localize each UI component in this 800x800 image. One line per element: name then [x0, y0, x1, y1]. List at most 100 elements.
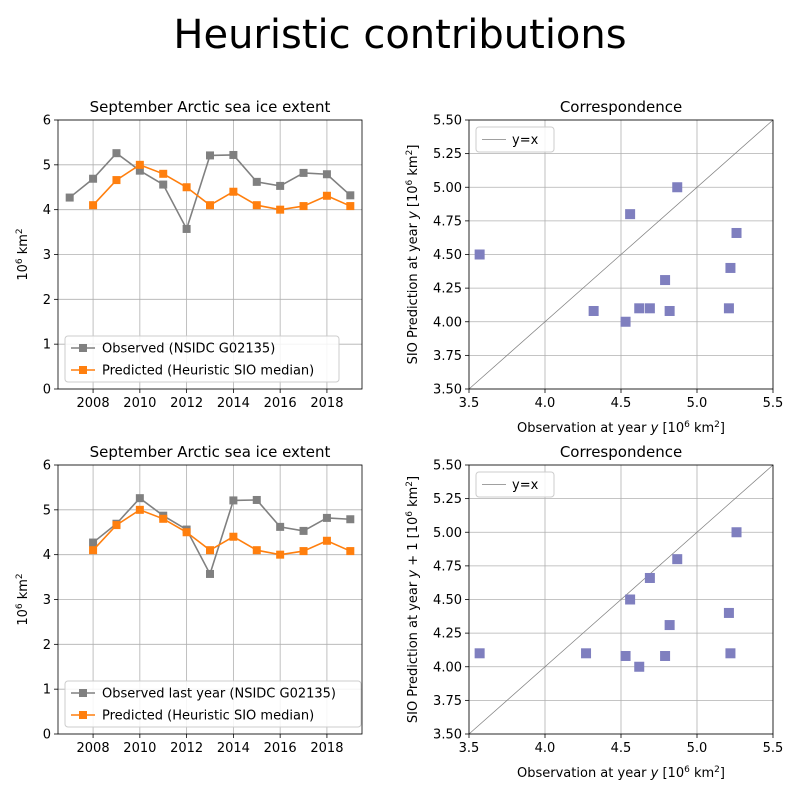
y-tick-label: 4: [43, 548, 51, 563]
series-1-point: [229, 187, 238, 196]
reference-line: [468, 464, 774, 735]
chart-title: Correspondence: [560, 98, 682, 116]
series-0-point: [206, 569, 214, 578]
series-1-point: [182, 528, 191, 537]
series-0-point: [252, 495, 261, 504]
series-1-point: [112, 176, 121, 185]
scatter-point: [474, 249, 485, 260]
series-1-point: [206, 201, 214, 210]
series-1-point: [206, 546, 214, 555]
x-tick-label: 2008: [77, 741, 110, 756]
legend-marker-1: [79, 366, 87, 374]
y-tick-label: 4.25: [433, 282, 462, 297]
x-tick-label: 5.0: [687, 741, 708, 756]
scatter-point: [723, 303, 734, 314]
plot-frame: [57, 119, 363, 390]
series-1-point: [299, 202, 308, 211]
series-0-point: [276, 181, 285, 190]
scatter-point: [620, 650, 631, 661]
series-1-point: [322, 536, 331, 545]
scatter-point: [581, 648, 592, 659]
y-tick-label: 1: [43, 338, 51, 353]
legend-label-1: Predicted (Heuristic SIO median): [102, 709, 314, 724]
series-0-point: [322, 170, 331, 179]
series-0-point: [159, 180, 168, 189]
series-1-point: [89, 546, 98, 555]
y-tick-label: 5.25: [433, 147, 462, 162]
plot-frame: [57, 464, 363, 735]
y-tick-label: 4.25: [433, 627, 462, 642]
scatter-point: [672, 554, 683, 565]
figure-title: Heuristic contributions: [173, 12, 626, 58]
y-axis-label: SIO Prediction at year y [106 km2]: [405, 145, 421, 365]
series-0-point: [89, 538, 98, 547]
scatter-point: [664, 620, 675, 631]
scatter-point: [723, 607, 734, 618]
series-0-point: [299, 526, 308, 535]
y-tick-label: 4.75: [433, 214, 462, 229]
series-0-point: [346, 191, 355, 200]
plot-frame: [468, 119, 774, 390]
series-0-point: [112, 149, 121, 158]
legend-label-0: Observed last year (NSIDC G02135): [102, 687, 336, 702]
scatter-point: [644, 303, 655, 314]
scatter-point: [664, 305, 675, 316]
series-1-point: [346, 202, 355, 211]
y-tick-label: 3.75: [433, 694, 462, 709]
y-tick-label: 3: [43, 248, 51, 263]
series-1-point: [135, 160, 144, 169]
series-1-point: [346, 547, 355, 556]
scatter-point: [588, 305, 599, 316]
series-1-point: [322, 191, 331, 200]
y-axis-label: 106 km2: [15, 573, 31, 625]
x-tick-label: 4.5: [611, 741, 632, 756]
legend-box: [475, 471, 555, 498]
legend-label-1: Predicted (Heuristic SIO median): [102, 364, 314, 379]
x-tick-label: 2014: [217, 396, 250, 411]
y-tick-label: 5: [43, 158, 51, 173]
legend-marker-0: [79, 344, 87, 352]
series-line-1: [92, 163, 351, 211]
series-0-point: [229, 150, 238, 159]
panel-bottom-left-line-chart: September Arctic sea ice extent 2008 2010…: [15, 443, 363, 756]
series-1-point: [89, 201, 98, 210]
chart-title: Correspondence: [560, 443, 682, 461]
scatter-point: [660, 650, 671, 661]
x-tick-label: 3.5: [459, 741, 480, 756]
scatter-point: [474, 648, 485, 659]
y-tick-label: 3: [43, 593, 51, 608]
scatter-point: [731, 227, 742, 238]
y-axis-label: SIO Prediction at year y + 1 [106 km2]: [405, 476, 421, 723]
y-tick-label: 4.00: [433, 315, 462, 330]
x-tick-label: 2012: [170, 396, 203, 411]
x-tick-label: 2016: [264, 396, 297, 411]
x-tick-label: 2010: [123, 741, 156, 756]
chart-title: September Arctic sea ice extent: [90, 98, 331, 116]
x-tick-label: 3.5: [459, 396, 480, 411]
y-tick-label: 4.50: [433, 248, 462, 263]
panel-top-left-line-chart: September Arctic sea ice extent 2008 2010…: [15, 98, 363, 411]
series-1-point: [159, 169, 168, 178]
y-tick-label: 0: [43, 383, 51, 398]
y-tick-label: 4: [43, 203, 51, 218]
scatter-point: [620, 316, 631, 327]
x-tick-label: 5.0: [687, 396, 708, 411]
scatter-point: [625, 209, 636, 220]
series-0-point: [299, 168, 308, 177]
series-0-point: [252, 177, 261, 186]
y-tick-label: 4.00: [433, 660, 462, 675]
series-line-1: [92, 508, 351, 556]
x-tick-label: 2008: [77, 396, 110, 411]
y-tick-label: 5.25: [433, 492, 462, 507]
scatter-point: [672, 182, 683, 193]
scatter-point: [644, 572, 655, 583]
y-tick-label: 6: [43, 114, 51, 129]
x-tick-label: 2014: [217, 741, 250, 756]
x-tick-label: 4.5: [611, 396, 632, 411]
x-tick-label: 2016: [264, 741, 297, 756]
y-tick-label: 3.50: [433, 383, 462, 398]
x-tick-label: 5.5: [763, 396, 784, 411]
y-tick-label: 5: [43, 503, 51, 518]
legend-label: y=x: [512, 133, 539, 148]
